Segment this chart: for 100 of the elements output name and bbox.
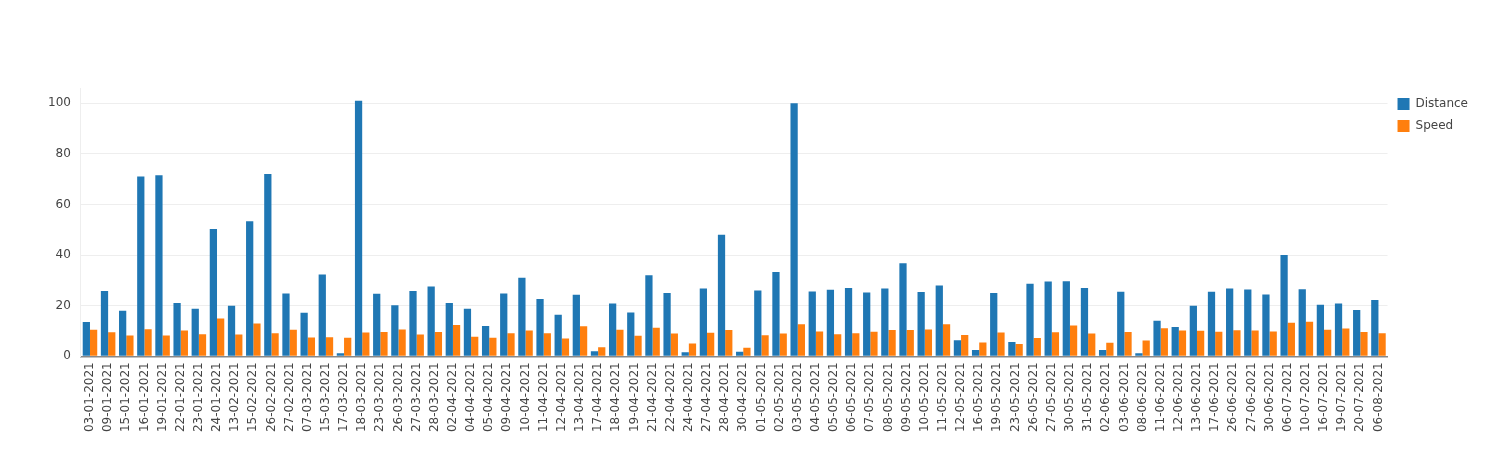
bar (227, 305, 236, 356)
bar (590, 351, 599, 356)
bar (155, 175, 163, 356)
x-tick-label: 24-01-2021 (209, 362, 224, 433)
bar (652, 327, 660, 356)
bar (1378, 333, 1386, 356)
bar (336, 353, 345, 356)
x-tick-label: 23-03-2021 (372, 362, 387, 433)
x-tick-label: 09-04-2021 (499, 362, 514, 433)
bar (1287, 322, 1295, 356)
bar (89, 329, 98, 356)
bar (1098, 349, 1107, 356)
bar (761, 335, 769, 356)
x-tick-label: 19-04-2021 (626, 362, 641, 433)
bar (1135, 353, 1143, 356)
x-tick-label: 18-03-2021 (354, 362, 369, 433)
bar (743, 347, 751, 356)
x-tick-label: 28-04-2021 (717, 362, 732, 433)
y-tick-label: 100 (48, 95, 71, 110)
x-tick-label: 26-05-2021 (1025, 362, 1040, 433)
bar (471, 336, 479, 356)
bar (717, 234, 726, 356)
bar (688, 343, 697, 356)
x-tick-label: 20-07-2021 (1352, 362, 1367, 433)
x-tick-label: 16-01-2021 (136, 362, 151, 433)
bar (779, 333, 787, 356)
bar (1153, 320, 1161, 356)
bar (137, 176, 145, 356)
bar (543, 333, 551, 356)
bar (870, 331, 878, 356)
bar (82, 322, 90, 356)
bar (826, 289, 835, 356)
bar (1262, 294, 1270, 356)
bar (1080, 287, 1089, 356)
bar (119, 310, 127, 356)
bar (1124, 331, 1132, 356)
bar (325, 337, 334, 356)
x-tick-label: 03-05-2021 (789, 362, 804, 433)
bar (180, 330, 188, 356)
bar (209, 228, 218, 356)
bar (1371, 300, 1379, 356)
x-tick-label: 12-04-2021 (553, 362, 568, 433)
x-tick-label: 05-05-2021 (826, 362, 841, 433)
bar (681, 352, 689, 356)
bar (1324, 329, 1332, 356)
bar (1269, 331, 1277, 356)
bar (1051, 332, 1060, 356)
bar (108, 332, 116, 356)
bar (282, 293, 290, 356)
bar (409, 290, 417, 356)
bar (990, 292, 998, 356)
bar (1069, 325, 1078, 356)
bar (852, 333, 860, 356)
y-tick-label: 0 (63, 348, 71, 363)
x-tick-label: 06-05-2021 (844, 362, 859, 433)
bar (162, 335, 170, 356)
bar (318, 274, 326, 356)
x-tick-label: 10-05-2021 (916, 362, 931, 433)
x-tick-label: 15-03-2021 (318, 362, 333, 433)
bar (126, 335, 134, 356)
x-tick-label: 27-02-2021 (281, 362, 296, 433)
bar (1062, 281, 1070, 356)
bar (525, 330, 533, 356)
x-tick-label: 17-04-2021 (590, 362, 605, 433)
bar (391, 305, 399, 356)
bar (300, 312, 308, 356)
x-tick-label: 04-05-2021 (808, 362, 823, 433)
x-tick-label: 05-04-2021 (481, 362, 496, 433)
bar (518, 277, 526, 356)
bar (354, 100, 363, 356)
bar (971, 349, 980, 356)
bar (289, 329, 297, 356)
bar (463, 308, 472, 356)
bar (1215, 331, 1223, 356)
bar (1244, 289, 1252, 356)
bar (1142, 340, 1150, 356)
bar (100, 290, 109, 356)
bar (572, 294, 580, 356)
bar (808, 291, 816, 356)
x-tick-label: 12-06-2021 (1170, 362, 1185, 433)
bar (500, 293, 508, 356)
bar (1178, 330, 1187, 356)
bar (198, 334, 207, 356)
bar (754, 290, 762, 356)
bar (699, 288, 707, 356)
x-tick-label: 30-04-2021 (735, 362, 750, 433)
bar (434, 331, 443, 356)
bar (217, 318, 225, 356)
bar (899, 263, 907, 356)
bar (445, 303, 453, 356)
x-tick-label: 13-02-2021 (227, 362, 242, 433)
bar (935, 285, 943, 356)
bar (663, 292, 671, 356)
x-tick-label: 09-01-2021 (100, 362, 115, 433)
x-tick-label: 08-06-2021 (1134, 362, 1149, 433)
x-tick-label: 10-07-2021 (1297, 362, 1312, 433)
bar (1360, 331, 1368, 356)
x-tick-label: 31-05-2021 (1080, 362, 1095, 433)
bar (863, 292, 871, 356)
bar (271, 333, 279, 356)
